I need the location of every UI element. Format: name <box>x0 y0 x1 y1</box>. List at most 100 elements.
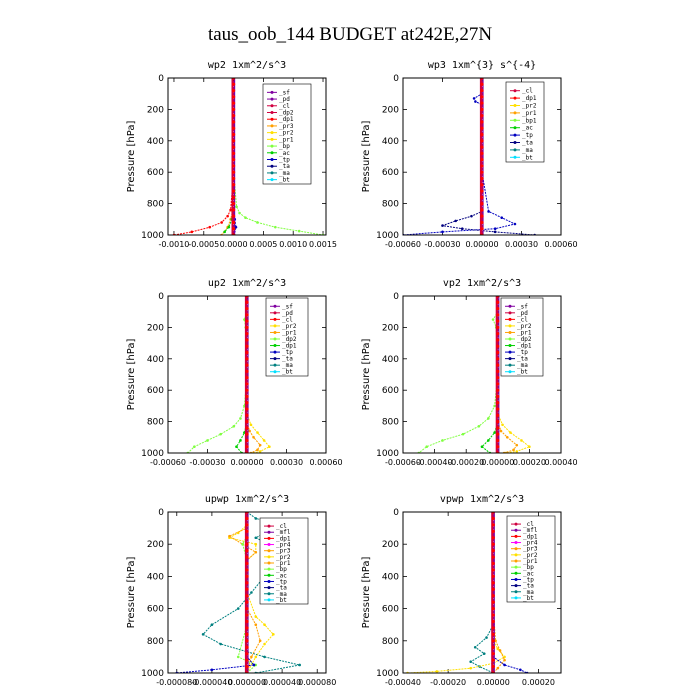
legend-label: _bp <box>523 564 534 571</box>
legend-label: _pd <box>282 310 293 317</box>
legend-marker <box>273 357 277 361</box>
zero-bundle-point <box>245 516 249 521</box>
plot-frame <box>167 511 327 674</box>
legend-marker <box>513 141 517 144</box>
legend-marker <box>514 547 518 551</box>
series-point <box>254 517 258 520</box>
x-tick-label: -0.00020 <box>448 458 484 467</box>
legend-label: _pr3 <box>523 546 538 553</box>
legend-label: _dp2 <box>282 336 297 343</box>
legend-label: _bt <box>276 597 287 604</box>
zero-bundle-point <box>231 227 236 231</box>
y-axis-label: Pressure [hPa] <box>361 557 372 629</box>
series-line-tp <box>403 78 517 235</box>
zero-bundle-point <box>491 658 495 662</box>
chart-title: wp2 1xm^2/s^3 <box>208 60 286 71</box>
x-tick-label: -0.00040 <box>385 678 421 687</box>
series-point <box>493 404 496 408</box>
legend-label: _cl <box>276 523 287 530</box>
series-point <box>493 230 497 234</box>
legend-label: _sf <box>282 303 293 310</box>
series-point <box>254 542 258 546</box>
legend-label: _cl <box>522 88 533 95</box>
legend-label: _pr4 <box>523 540 538 547</box>
zero-bundle-point <box>245 587 249 591</box>
zero-bundle-point <box>245 581 249 585</box>
series-line-dp2 <box>187 296 248 453</box>
panels: wp2 1xm^2/s^3 Pressure [hPa] 0 200 400 600 800… <box>126 60 578 687</box>
legend-marker <box>508 311 512 315</box>
legend-marker <box>508 370 512 374</box>
legend-label: _pd <box>517 310 528 317</box>
zero-bundle-point <box>231 101 236 105</box>
legend-label: _bt <box>282 369 293 376</box>
zero-bundle-point <box>245 401 249 405</box>
zero-bundle-point <box>231 88 236 93</box>
y-tick-label: 800 <box>147 418 164 428</box>
zero-bundle-point <box>245 619 249 624</box>
series-point <box>482 652 486 655</box>
legend-label: _ta <box>276 585 287 592</box>
legend-marker <box>270 171 274 175</box>
zero-bundle-point <box>491 652 495 656</box>
zero-bundle-point <box>480 195 484 199</box>
y-tick-label: 600 <box>382 168 399 178</box>
legend-label: _bt <box>522 154 533 161</box>
legend: _cl_mfl_dp1_pr4_pr3_pr2_pr1_bp_ac_tp_ta_… <box>259 517 309 605</box>
series-group <box>417 296 531 453</box>
x-tick-label: 0.000080 <box>298 678 336 687</box>
zero-bundle-point <box>245 357 249 361</box>
legend-marker <box>270 97 274 101</box>
x-tick-label: 0.0000 <box>220 240 248 249</box>
legend-marker <box>273 350 277 354</box>
legend-label: _pr2 <box>517 323 532 330</box>
series-line-dp2 <box>418 296 499 453</box>
legend-marker <box>514 577 518 581</box>
x-tick-label: -0.000040 <box>191 678 232 687</box>
series-point <box>201 633 205 636</box>
legend-marker <box>273 317 277 321</box>
legend-label: _dp1 <box>279 116 294 123</box>
zero-bundle-point <box>491 555 495 559</box>
legend-label: _bp <box>276 566 287 573</box>
zero-bundle-point <box>231 183 236 187</box>
legend-marker <box>513 148 517 152</box>
legend-marker <box>267 586 271 590</box>
zero-bundle-point <box>245 388 249 392</box>
zero-bundle-point <box>245 394 249 399</box>
x-tick-label: -0.00030 <box>425 240 461 249</box>
zero-bundle-point <box>491 561 495 566</box>
legend-marker <box>508 324 512 328</box>
zero-bundle-point <box>491 581 495 585</box>
zero-bundle-point <box>245 664 249 669</box>
zero-bundle-point <box>480 220 484 225</box>
y-tick-label: 400 <box>382 572 399 582</box>
legend: _sf_pd_cl_dp2_dp1_pr3_pr2_pr1_bp_ac_tp_t… <box>262 83 312 185</box>
series-point <box>473 645 477 649</box>
y-tick-label: 600 <box>382 386 399 396</box>
series-point <box>219 432 222 436</box>
legend-marker <box>267 592 271 596</box>
series-point <box>258 639 262 643</box>
legend-label: _ta <box>523 583 534 590</box>
series-point <box>485 636 488 639</box>
zero-bundle-point <box>480 151 484 155</box>
zero-bundle-point <box>496 401 500 405</box>
x-tick-label: -0.00060 <box>385 240 421 249</box>
legend-marker <box>513 89 517 93</box>
x-tick-label: 0.00030 <box>270 458 303 467</box>
series-point <box>252 436 255 439</box>
series-point <box>469 666 473 670</box>
zero-bundle-point <box>245 561 249 566</box>
y-axis-label: Pressure [hPa] <box>361 339 372 411</box>
series-point <box>297 229 301 233</box>
legend-label: _cl <box>517 316 528 323</box>
zero-bundle-point <box>480 82 484 86</box>
series-point <box>254 536 258 540</box>
legend-label: _cl <box>279 103 290 110</box>
chart-panel-5: upwp 1xm^2/s^3 Pressure [hPa] 0 200 400 600 80… <box>126 494 336 687</box>
zero-bundle-point <box>231 164 236 168</box>
plot-frame <box>402 77 562 236</box>
series-point <box>493 227 497 231</box>
series-point <box>263 642 266 646</box>
